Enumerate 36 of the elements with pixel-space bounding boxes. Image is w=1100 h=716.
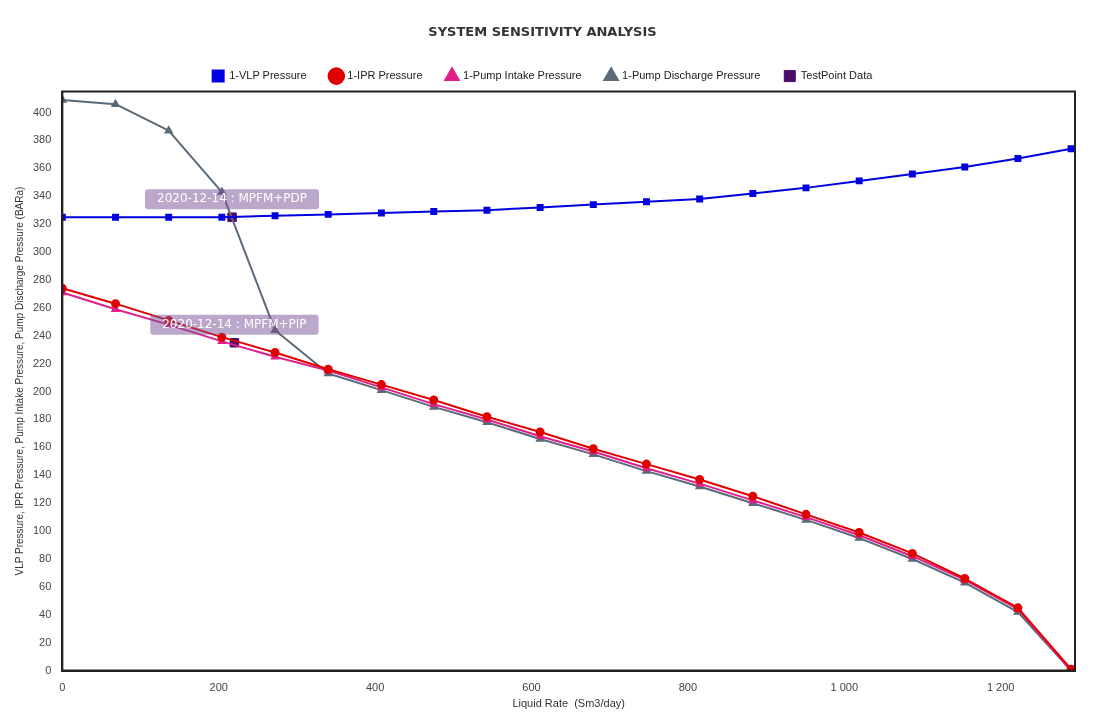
x-tick-label: 600: [522, 681, 541, 694]
x-tick-label: 800: [678, 681, 698, 694]
y-tick-label: 400: [32, 105, 52, 118]
y-tick-label: 60: [39, 579, 52, 592]
y-tick-label: 40: [39, 607, 52, 620]
y-tick-label: 180: [32, 412, 52, 425]
y-tick-label: 20: [39, 635, 52, 648]
x-tick-label: 1 200: [986, 681, 1015, 694]
x-tick-label: 0: [59, 681, 66, 694]
y-tick-label: 140: [32, 468, 52, 481]
y-tick-label: 260: [32, 300, 52, 313]
y-tick-label: 320: [32, 217, 52, 230]
x-axis-title: Liquid Rate (Sm3/day): [512, 697, 625, 710]
legend-label: 1-IPR Pressure: [347, 69, 423, 82]
chart-title: SYSTEM SENSITIVITY ANALYSIS: [428, 24, 657, 40]
y-tick-label: 220: [32, 356, 52, 369]
x-tick-label: 400: [365, 681, 385, 694]
y-tick-label: 120: [32, 496, 52, 509]
y-tick-label: 380: [32, 133, 52, 146]
legend-label: TestPoint Data: [800, 69, 874, 82]
y-axis-title: VLP Pressure, IPR Pressure, Pump Intake Pressure, Pump Discharge Pressure (BARa): [13, 186, 25, 576]
y-tick-label: 0: [45, 663, 52, 676]
y-tick-label: 360: [32, 161, 52, 174]
x-tick-label: 1 000: [830, 681, 859, 694]
legend-label: 1-Pump Discharge Pressure: [622, 69, 761, 82]
y-tick-label: 300: [32, 245, 52, 258]
y-tick-label: 100: [32, 524, 52, 537]
legend-label: 1-Pump Intake Pressure: [463, 69, 582, 82]
y-tick-label: 340: [32, 189, 52, 202]
legend-label: 1-VLP Pressure: [229, 69, 307, 82]
y-tick-label: 160: [32, 440, 52, 453]
y-tick-label: 80: [39, 552, 52, 565]
y-tick-label: 280: [32, 272, 52, 285]
x-tick-label: 200: [209, 681, 228, 694]
y-tick-label: 240: [32, 328, 52, 341]
y-tick-label: 200: [32, 384, 52, 397]
